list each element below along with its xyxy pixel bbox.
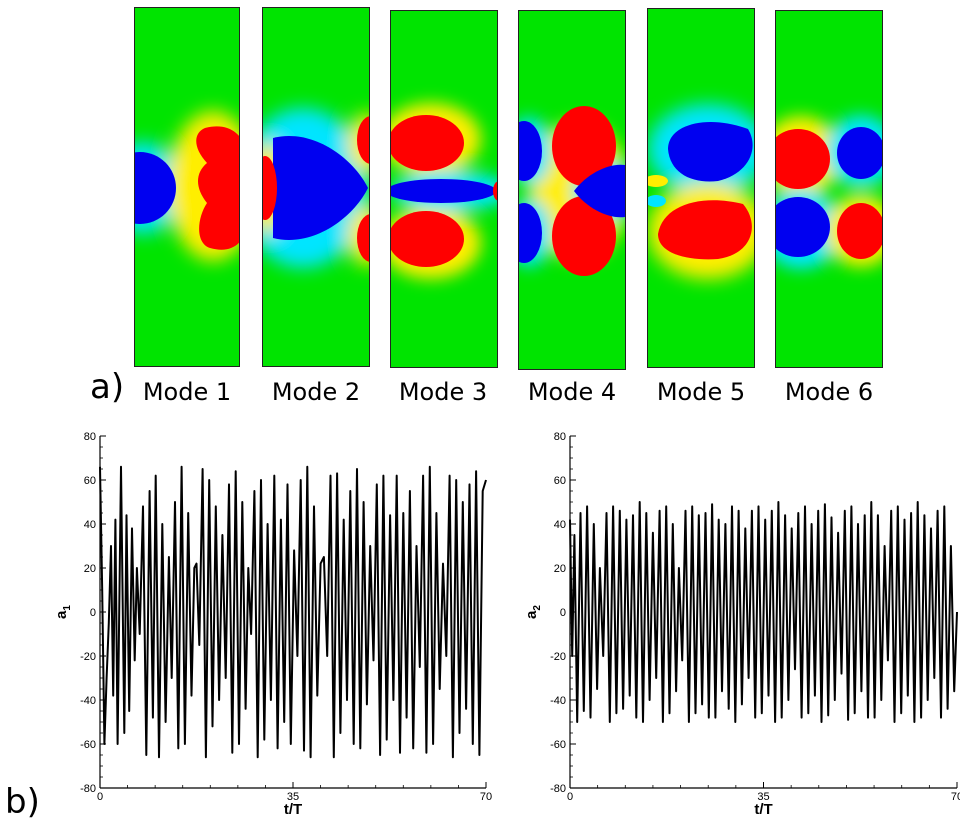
mode-5-image: [647, 8, 755, 368]
a1-y-axis-title: a1: [53, 605, 73, 619]
a2-x-tick-label: 70: [951, 791, 960, 803]
a1-y-tick-label: -40: [80, 695, 96, 707]
a1-y-axis-subscript: 1: [62, 605, 73, 611]
a2-x-tick-label: 0: [567, 791, 573, 803]
a1-y-tick-label: 0: [90, 607, 96, 619]
a2-y-tick-label: -80: [550, 783, 566, 795]
mode-6-label: Mode 6: [784, 378, 874, 406]
a1-y-tick-label: 60: [84, 475, 96, 487]
panel-b-label: b): [5, 782, 40, 822]
a1-y-tick-label: 80: [84, 431, 96, 443]
a1-x-axis-title: t/T: [284, 801, 302, 818]
mode-3-label: Mode 3: [398, 378, 488, 406]
a1-y-tick-label: 40: [84, 519, 96, 531]
a2-y-tick-label: 60: [554, 475, 566, 487]
panel-a-label: a): [90, 367, 125, 407]
mode-2-image: [262, 7, 370, 367]
a2-y-tick-label: 40: [554, 519, 566, 531]
a1-y-tick-label: -60: [80, 739, 96, 751]
a2-series-line: [569, 501, 958, 723]
a2-x-tick-label: 35: [757, 791, 769, 803]
mode-1-label: Mode 1: [142, 378, 232, 406]
a1-y-tick-label: -20: [80, 651, 96, 663]
mode-2-label: Mode 2: [271, 378, 361, 406]
a1-x-tick-label: 0: [97, 791, 103, 803]
a2-y-tick-label: -40: [550, 695, 566, 707]
a1-series-line: [99, 465, 487, 759]
mode-4-image: [518, 10, 626, 370]
a2-y-tick-label: -20: [550, 651, 566, 663]
mode-6-image: [775, 10, 883, 368]
a2-y-axis-title: a2: [523, 605, 543, 619]
a2-x-axis-title: t/T: [754, 801, 772, 818]
a1-x-tick-label: 35: [287, 791, 299, 803]
a1-x-tick-label: 70: [480, 791, 492, 803]
a2-y-tick-label: 0: [560, 607, 566, 619]
mode-5-label: Mode 5: [656, 378, 746, 406]
a1-y-tick-label: 20: [84, 563, 96, 575]
a1-y-tick-label: -80: [80, 783, 96, 795]
a2-y-axis-subscript: 2: [532, 605, 543, 611]
a2-y-tick-label: -60: [550, 739, 566, 751]
a2-y-tick-label: 80: [554, 431, 566, 443]
mode-3-image: [390, 10, 498, 368]
mode-1-image: [134, 7, 240, 367]
mode-4-label: Mode 4: [527, 378, 617, 406]
a2-y-tick-label: 20: [554, 563, 566, 575]
